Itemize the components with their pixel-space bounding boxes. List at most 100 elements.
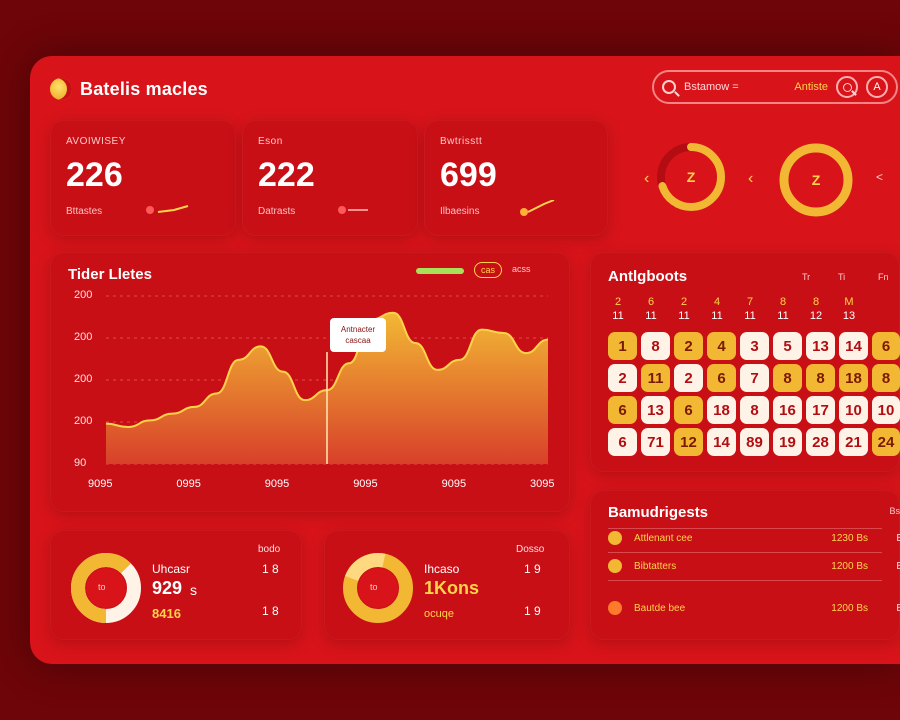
calendar-day-cell[interactable]: 7 <box>740 364 769 392</box>
calendar-day-head: 6 <box>647 296 655 308</box>
calendar-day-cell[interactable]: 1 <box>608 332 637 360</box>
calendar-day-cell[interactable]: 18 <box>707 396 736 424</box>
donut-col-value: 1 9 <box>524 604 541 618</box>
profile-button[interactable]: A <box>866 76 888 98</box>
calendar-day-cell[interactable]: 14 <box>839 332 868 360</box>
coin-icon <box>608 531 622 545</box>
list-item[interactable]: Bibtatters 1200 Bs Bs <box>608 556 900 576</box>
donut-value-suffix: s <box>190 582 197 598</box>
calendar-day-sub: 11 <box>678 310 690 322</box>
list-more-link[interactable]: Bs <box>889 506 900 516</box>
calendar-day-sub: 12 <box>809 310 823 322</box>
calendar-day-cell[interactable]: 2 <box>608 364 637 392</box>
calendar-day-head: 2 <box>614 296 622 308</box>
donut-col-value: 1 8 <box>262 562 279 576</box>
calendar-day-head: 8 <box>779 296 787 308</box>
calendar-day-cell[interactable]: 14 <box>707 428 736 456</box>
row-value: 1200 Bs <box>831 602 868 614</box>
calendar-day-cell[interactable]: 6 <box>872 332 900 360</box>
y-tick-label: 200 <box>74 373 93 385</box>
calendar-day-cell[interactable]: 6 <box>674 396 703 424</box>
calendar-mini-label[interactable]: Ti <box>838 272 846 282</box>
stat-label: Eson <box>258 136 283 147</box>
ring-svg <box>657 143 725 211</box>
donut-col-value: 1 9 <box>524 562 541 576</box>
calendar-day-cell[interactable]: 8 <box>641 332 670 360</box>
calendar-day-cell[interactable]: 8 <box>773 364 802 392</box>
stat-card-3[interactable]: Bwtrisstt 699 Ilbaesins <box>424 120 608 236</box>
y-tick-label: 90 <box>74 457 87 469</box>
trend-chart-card: Tider Lletes cas acss 200 200 200 200 90 909… <box>50 252 570 512</box>
divider <box>608 528 882 529</box>
row-label: Bautde bee <box>634 602 686 614</box>
ring-next-arrow[interactable]: ‹ <box>748 170 754 187</box>
calendar-day-head: 2 <box>680 296 688 308</box>
search-input[interactable]: Bstamow = <box>684 81 739 93</box>
calendar-day-cell[interactable]: 2 <box>674 364 703 392</box>
stat-card-2[interactable]: Eson 222 Datrasts <box>242 120 418 236</box>
calendar-day-cell[interactable]: 6 <box>608 396 637 424</box>
search-bar[interactable]: Bstamow = Antiste A <box>652 70 898 104</box>
logo-icon <box>50 78 72 100</box>
calendar-day-cell[interactable]: 6 <box>608 428 637 456</box>
calendar-day-cell[interactable]: 16 <box>773 396 802 424</box>
calendar-day-cell[interactable]: 8 <box>740 396 769 424</box>
donut-card-2[interactable]: to Dosso Ihcaso 1Kons ocuqe 1 9 1 9 <box>324 530 570 640</box>
calendar-day-cell[interactable]: 89 <box>740 428 769 456</box>
donut-corner-label: bodo <box>258 544 281 555</box>
legend-pill[interactable]: cas <box>474 262 503 278</box>
app-logo[interactable]: Batelis macles <box>50 78 208 100</box>
calendar-day-cell[interactable]: 3 <box>740 332 769 360</box>
calendar-mini-label[interactable]: Tr <box>802 272 811 282</box>
calendar-day-cell[interactable]: 5 <box>773 332 802 360</box>
calendar-day-cell[interactable]: 28 <box>806 428 835 456</box>
calendar-mini-label[interactable]: Fn <box>878 272 889 282</box>
ring-center-label: Z <box>686 169 696 185</box>
calendar-day-cell[interactable]: 71 <box>641 428 670 456</box>
search-action-label[interactable]: Antiste <box>794 81 828 93</box>
calendar-day-cell[interactable]: 19 <box>773 428 802 456</box>
calendar-day-sub: 11 <box>612 310 624 322</box>
ring-share-icon[interactable]: < <box>876 170 884 184</box>
row-value: 1230 Bs <box>831 532 868 544</box>
calendar-day-head: 8 <box>812 296 820 308</box>
calendar-day-cell[interactable]: 21 <box>839 428 868 456</box>
calendar-day-sub: 13 <box>842 310 856 322</box>
donut-sub: 8416 <box>152 606 181 621</box>
calendar-day-cell[interactable]: 18 <box>839 364 868 392</box>
list-item[interactable]: Attlenant cee 1230 Bs Bs <box>608 528 900 548</box>
calendar-day-cell[interactable]: 10 <box>872 396 900 424</box>
list-title: Bamudrigests <box>608 504 709 521</box>
calendar-day-cell[interactable]: 11 <box>641 364 670 392</box>
stat-label: Bwtrisstt <box>440 136 483 147</box>
calendar-day-cell[interactable]: 24 <box>872 428 900 456</box>
legend-series-bar <box>416 268 464 274</box>
tooltip-line1: Antnacter <box>340 325 376 334</box>
calendar-day-cell[interactable]: 8 <box>806 364 835 392</box>
ring-prev-arrow[interactable]: ‹ <box>644 170 650 187</box>
calendar-day-cell[interactable]: 4 <box>707 332 736 360</box>
calendar-day-cell[interactable]: 10 <box>839 396 868 424</box>
calendar-day-cell[interactable]: 13 <box>806 332 835 360</box>
calendar-day-cell[interactable]: 12 <box>674 428 703 456</box>
stat-sub: Datrasts <box>258 206 296 217</box>
calendar-day-sub: 11 <box>645 310 657 322</box>
stat-card-1[interactable]: AVOIWISEY 226 Bttastes <box>50 120 236 236</box>
donut-card-1[interactable]: to bodo Uhcasr 929 s 8416 1 8 1 8 <box>50 530 302 640</box>
ring-svg <box>779 143 853 217</box>
row-label: Bibtatters <box>634 560 677 572</box>
calendar-day-cell[interactable]: 17 <box>806 396 835 424</box>
calendar-day-cell[interactable]: 13 <box>641 396 670 424</box>
calendar-day-cell[interactable]: 2 <box>674 332 703 360</box>
donut-center-label: to <box>370 582 378 592</box>
search-button[interactable] <box>836 76 858 98</box>
donut-chart <box>71 553 141 623</box>
calendar-day-cell[interactable]: 6 <box>707 364 736 392</box>
list-item[interactable]: Bautde bee 1200 Bs Bs <box>608 598 900 618</box>
calendar-day-cell[interactable]: 8 <box>872 364 900 392</box>
row-label: Attlenant cee <box>634 532 693 544</box>
divider <box>608 552 882 553</box>
x-tick-label: 9095 <box>353 478 378 490</box>
stat-sub: Ilbaesins <box>440 206 480 217</box>
area-series-fill <box>106 312 548 464</box>
